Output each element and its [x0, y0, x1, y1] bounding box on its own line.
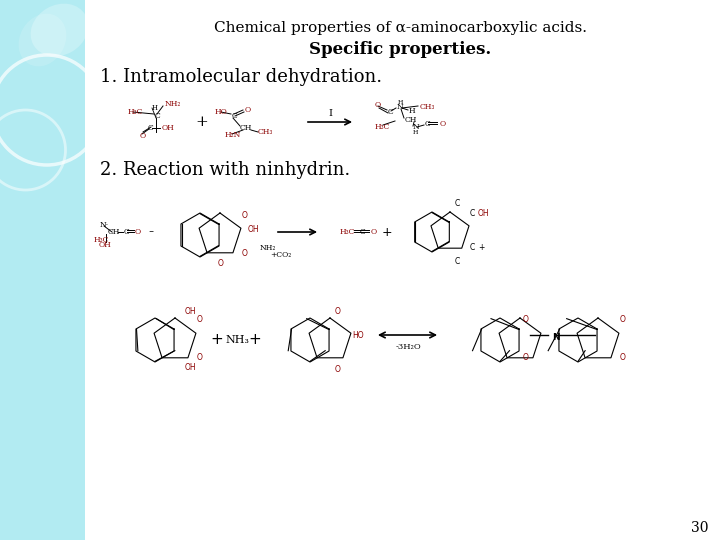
Text: C: C: [470, 210, 475, 219]
Text: C: C: [455, 199, 460, 208]
Ellipse shape: [31, 4, 89, 56]
Text: CH₃: CH₃: [420, 103, 436, 111]
Text: C: C: [148, 124, 154, 132]
Text: C: C: [155, 112, 161, 120]
Text: CH: CH: [108, 228, 120, 236]
Text: NH₂: NH₂: [260, 244, 276, 252]
Text: O: O: [375, 101, 381, 109]
Text: H₃C: H₃C: [128, 108, 143, 116]
Text: H: H: [152, 104, 158, 112]
Text: Chemical properties of α-aminocarboxylic acids.: Chemical properties of α-aminocarboxylic…: [214, 21, 587, 35]
Text: +: +: [382, 226, 392, 239]
Text: O: O: [197, 315, 203, 325]
Text: 30: 30: [691, 521, 708, 535]
Text: O: O: [620, 315, 626, 325]
Text: O: O: [242, 211, 248, 219]
Text: OH: OH: [99, 241, 112, 249]
Text: N·: N·: [100, 221, 109, 229]
Text: C: C: [124, 228, 130, 236]
Text: C: C: [455, 258, 460, 267]
Text: +: +: [478, 244, 485, 253]
Text: H₂N: H₂N: [225, 131, 241, 139]
Text: C: C: [388, 108, 394, 116]
Text: 2. Reaction with ninhydrin.: 2. Reaction with ninhydrin.: [100, 161, 350, 179]
Text: N: N: [397, 103, 404, 111]
Text: H₃C: H₃C: [375, 123, 390, 131]
Text: H: H: [409, 107, 415, 115]
Text: Specific properties.: Specific properties.: [309, 42, 491, 58]
Text: NH₂: NH₂: [165, 100, 181, 108]
Text: H₃C: H₃C: [94, 236, 109, 244]
Ellipse shape: [19, 14, 66, 66]
Text: OH: OH: [248, 226, 260, 234]
Text: O: O: [523, 315, 529, 325]
Text: N: N: [413, 123, 420, 131]
Text: HO: HO: [215, 108, 228, 116]
Text: N: N: [552, 333, 559, 341]
Text: C: C: [360, 228, 366, 236]
Text: OH: OH: [162, 124, 175, 132]
Text: O: O: [245, 106, 251, 114]
Text: OH: OH: [185, 363, 197, 373]
Text: +: +: [248, 333, 261, 348]
Text: O: O: [218, 259, 224, 267]
Text: CH: CH: [405, 116, 418, 124]
Text: C: C: [470, 244, 475, 253]
Text: O: O: [197, 354, 203, 362]
Text: +CO₂: +CO₂: [270, 251, 292, 259]
Text: O: O: [371, 228, 377, 236]
Text: O: O: [140, 132, 146, 140]
Text: HO: HO: [352, 330, 364, 340]
Text: O: O: [242, 248, 248, 258]
Text: O: O: [620, 354, 626, 362]
Text: OH: OH: [185, 307, 197, 316]
Text: NH₃: NH₃: [225, 335, 249, 345]
Text: O: O: [523, 354, 529, 362]
Text: +: +: [210, 333, 222, 348]
Text: C: C: [425, 120, 431, 128]
Text: H: H: [413, 131, 418, 136]
Text: O: O: [135, 228, 141, 236]
Text: +: +: [195, 115, 208, 129]
Text: CH₃: CH₃: [258, 128, 274, 136]
Text: OH: OH: [478, 210, 490, 219]
Text: C: C: [232, 112, 238, 120]
Text: -: -: [148, 225, 153, 239]
Text: I: I: [328, 110, 332, 118]
Text: O: O: [335, 366, 341, 375]
Text: -3H₂O: -3H₂O: [395, 343, 421, 351]
Text: O: O: [440, 120, 446, 128]
Text: 1. Intramolecular dehydration.: 1. Intramolecular dehydration.: [100, 68, 382, 86]
Text: H: H: [398, 99, 403, 105]
Bar: [0, 0, 85, 540]
Text: CH: CH: [240, 124, 253, 132]
Text: H₃C: H₃C: [340, 228, 356, 236]
Text: O: O: [335, 307, 341, 316]
